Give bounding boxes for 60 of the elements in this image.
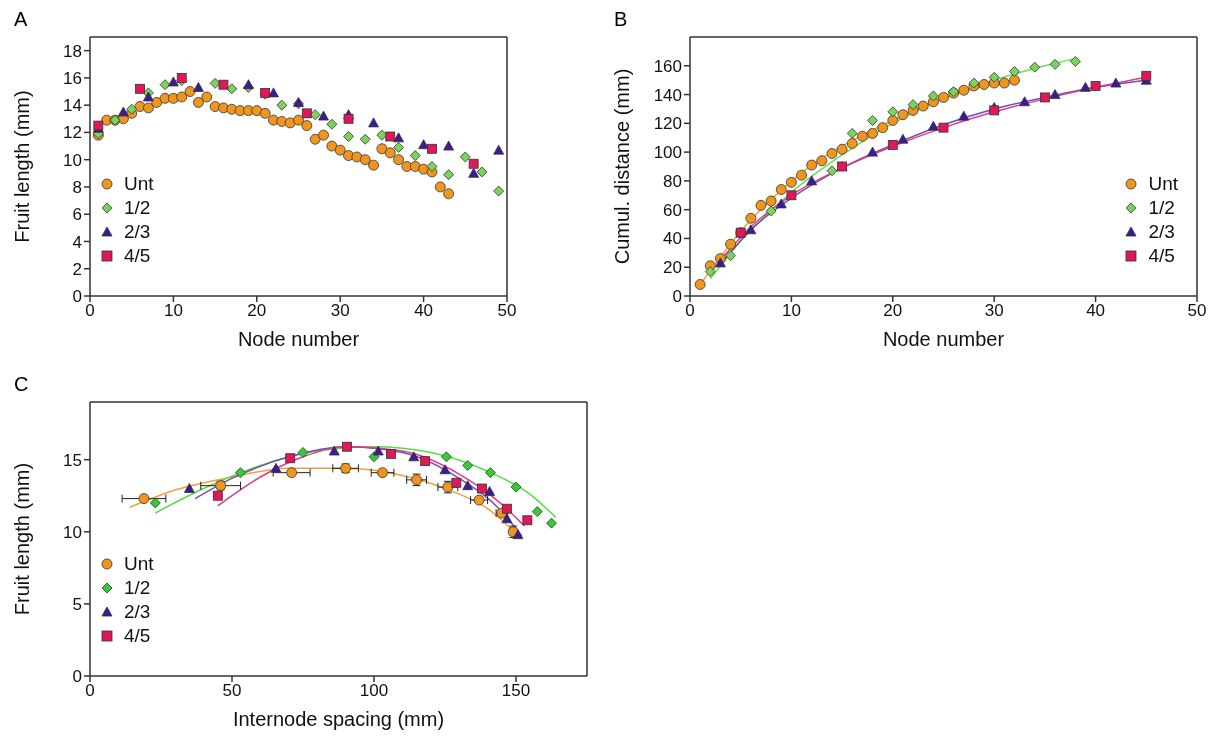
x-tick-label: 10 [163,301,183,321]
legend-label: 1/2 [1148,196,1175,220]
x-axis-title: Node number [237,328,360,350]
legend-label: 2/3 [124,220,151,244]
chart-title: B [614,8,628,31]
x-tick-label: 10 [781,301,801,321]
y-tick-label: 0 [72,287,82,307]
x-tick-label: 0 [85,301,95,321]
y-tick-label: 60 [663,200,682,220]
y-tick-label: 0 [672,287,682,307]
x-tick-label: 30 [984,301,1004,321]
legend-label: 4/5 [124,244,151,268]
legend-label: Unt [1148,172,1178,196]
legend-label: Unt [124,552,154,576]
y-tick-label: 120 [653,114,682,134]
y-tick-label: 20 [663,258,682,278]
x-tick-label: 50 [1187,301,1207,321]
legend-label: 2/3 [1148,220,1175,244]
legend-label: 1/2 [124,196,151,220]
x-tick-label: 150 [501,681,531,701]
y-tick-label: 100 [653,143,682,163]
x-tick-label: 20 [247,301,267,321]
chart-title: C [14,373,29,396]
y-tick-label: 40 [663,229,682,249]
y-tick-label: 5 [72,594,82,614]
y-tick-label: 8 [72,177,82,197]
y-tick-label: 0 [72,667,82,687]
y-tick-label: 15 [63,450,82,470]
y-tick-label: 14 [63,96,82,116]
x-tick-label: 100 [359,681,389,701]
chart-title: A [14,8,28,31]
y-axis-title: Cumul. distance (mm) [611,68,634,265]
y-tick-label: 160 [653,56,682,76]
y-tick-label: 4 [72,232,82,252]
legend-label: 4/5 [1148,244,1175,268]
x-tick-label: 50 [222,681,242,701]
y-tick-label: 140 [653,85,682,105]
x-tick-label: 0 [685,301,695,321]
y-tick-label: 80 [663,171,682,191]
x-tick-label: 30 [330,301,350,321]
legend-label: 2/3 [124,600,151,624]
x-tick-label: 0 [85,681,95,701]
legend-label: 1/2 [124,576,151,600]
x-tick-label: 20 [883,301,903,321]
y-axis-title: Fruit length (mm) [11,90,34,243]
y-tick-label: 2 [72,259,82,279]
legend-label: Unt [124,172,154,196]
y-tick-label: 12 [63,123,82,143]
y-tick-label: 16 [63,68,82,88]
y-tick-label: 6 [72,205,82,225]
y-tick-label: 18 [63,41,82,61]
x-tick-label: 50 [497,301,517,321]
legend-label: 4/5 [124,624,151,648]
x-axis-title: Node number [882,328,1005,350]
x-tick-label: 40 [414,301,434,321]
y-tick-label: 10 [63,150,82,170]
x-axis-title: Internode spacing (mm) [232,708,445,730]
y-axis-title: Fruit length (mm) [11,462,34,616]
y-tick-label: 10 [63,522,82,542]
x-tick-label: 40 [1086,301,1106,321]
